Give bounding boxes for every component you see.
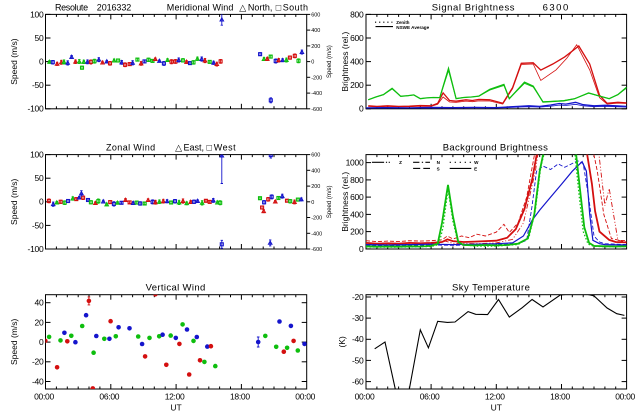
svg-text:00:00: 00:00 <box>615 392 635 402</box>
svg-text:-600: -600 <box>311 107 322 113</box>
svg-text:(K): (K) <box>337 336 347 348</box>
svg-text:18:00: 18:00 <box>550 392 570 402</box>
svg-text:-100: -100 <box>27 244 44 254</box>
svg-text:600: 600 <box>350 33 364 43</box>
svg-text:Vertical Wind: Vertical Wind <box>146 283 206 294</box>
svg-text:West: West <box>214 143 236 153</box>
svg-text:800: 800 <box>350 175 364 185</box>
svg-text:-20: -20 <box>352 292 364 302</box>
svg-text:40: 40 <box>35 298 44 308</box>
svg-text:0: 0 <box>39 57 44 67</box>
svg-text:-200: -200 <box>311 216 322 222</box>
svg-text:-400: -400 <box>311 91 322 97</box>
svg-text:600: 600 <box>311 153 320 159</box>
svg-text:600: 600 <box>311 13 320 19</box>
svg-text:W: W <box>474 160 479 165</box>
svg-text:200: 200 <box>311 184 320 190</box>
svg-text:400: 400 <box>311 28 320 34</box>
svg-text:UT: UT <box>491 403 502 413</box>
svg-text:400: 400 <box>350 209 364 219</box>
svg-text:Brightness (rel.): Brightness (rel.) <box>340 31 350 91</box>
svg-text:East,: East, <box>184 143 205 153</box>
svg-text:18:00: 18:00 <box>230 392 250 402</box>
svg-text:Speed (m/s): Speed (m/s) <box>9 178 19 224</box>
svg-text:0: 0 <box>359 104 364 114</box>
svg-text:NSWE Average: NSWE Average <box>396 25 429 30</box>
svg-text:-100: -100 <box>27 104 44 114</box>
svg-text:Speed (m/s): Speed (m/s) <box>327 185 333 218</box>
svg-text:Signal Brightness: Signal Brightness <box>432 2 515 13</box>
svg-text:200: 200 <box>311 44 320 50</box>
svg-text:00:00: 00:00 <box>34 392 54 402</box>
svg-text:00:00: 00:00 <box>355 392 375 402</box>
svg-text:50: 50 <box>35 33 44 43</box>
svg-text:Background Brightness: Background Brightness <box>443 143 549 154</box>
svg-text:200: 200 <box>350 80 364 90</box>
svg-text:△: △ <box>175 143 182 153</box>
svg-text:-20: -20 <box>32 357 44 367</box>
svg-text:20: 20 <box>35 317 44 327</box>
svg-text:N: N <box>437 160 441 165</box>
svg-text:0: 0 <box>39 337 44 347</box>
svg-text:06:00: 06:00 <box>99 392 119 402</box>
svg-text:12:00: 12:00 <box>165 392 185 402</box>
svg-text:-50: -50 <box>32 220 44 230</box>
svg-text:UT: UT <box>170 403 181 413</box>
svg-text:-50: -50 <box>32 80 44 90</box>
svg-text:-200: -200 <box>311 75 322 81</box>
svg-text:400: 400 <box>311 168 320 174</box>
svg-text:200: 200 <box>350 227 364 237</box>
svg-text:100: 100 <box>30 9 44 19</box>
svg-text:0: 0 <box>311 200 314 206</box>
svg-text:50: 50 <box>35 173 44 183</box>
svg-text:Meridional Wind: Meridional Wind <box>167 2 234 12</box>
svg-text:Zenith: Zenith <box>396 20 409 25</box>
svg-text:Speed (m/s): Speed (m/s) <box>9 319 19 365</box>
svg-text:E: E <box>474 166 477 171</box>
svg-text:-60: -60 <box>352 377 364 387</box>
svg-text:Z: Z <box>399 160 402 165</box>
svg-text:0: 0 <box>39 197 44 207</box>
svg-text:Brightness (rel.): Brightness (rel.) <box>340 172 350 232</box>
svg-text:Sky Temperature: Sky Temperature <box>452 283 530 294</box>
svg-text:-400: -400 <box>311 231 322 237</box>
svg-text:North,: North, <box>248 2 273 12</box>
svg-text:□: □ <box>276 2 282 12</box>
svg-text:□: □ <box>207 143 213 153</box>
svg-text:Speed (m/s): Speed (m/s) <box>327 45 333 78</box>
svg-text:-40: -40 <box>32 376 44 386</box>
svg-text:-600: -600 <box>311 247 322 253</box>
svg-text:South: South <box>283 2 309 12</box>
svg-text:1000: 1000 <box>346 158 364 168</box>
svg-text:2016332: 2016332 <box>97 2 131 12</box>
svg-text:06:00: 06:00 <box>420 392 440 402</box>
svg-text:S: S <box>437 166 440 171</box>
svg-text:400: 400 <box>350 57 364 67</box>
svg-text:-50: -50 <box>352 355 364 365</box>
svg-text:-30: -30 <box>352 313 364 323</box>
svg-text:12:00: 12:00 <box>485 392 505 402</box>
svg-text:600: 600 <box>350 192 364 202</box>
svg-text:Resolute: Resolute <box>55 2 88 12</box>
svg-text:-40: -40 <box>352 334 364 344</box>
svg-text:00:00: 00:00 <box>295 392 315 402</box>
svg-text:100: 100 <box>30 150 44 160</box>
svg-text:6300: 6300 <box>543 2 570 13</box>
svg-text:0: 0 <box>311 60 314 66</box>
svg-text:0: 0 <box>359 244 364 254</box>
svg-text:Speed (m/s): Speed (m/s) <box>9 38 19 84</box>
svg-text:△: △ <box>239 2 246 12</box>
svg-text:Zonal Wind: Zonal Wind <box>106 143 156 153</box>
svg-text:800: 800 <box>350 9 364 19</box>
